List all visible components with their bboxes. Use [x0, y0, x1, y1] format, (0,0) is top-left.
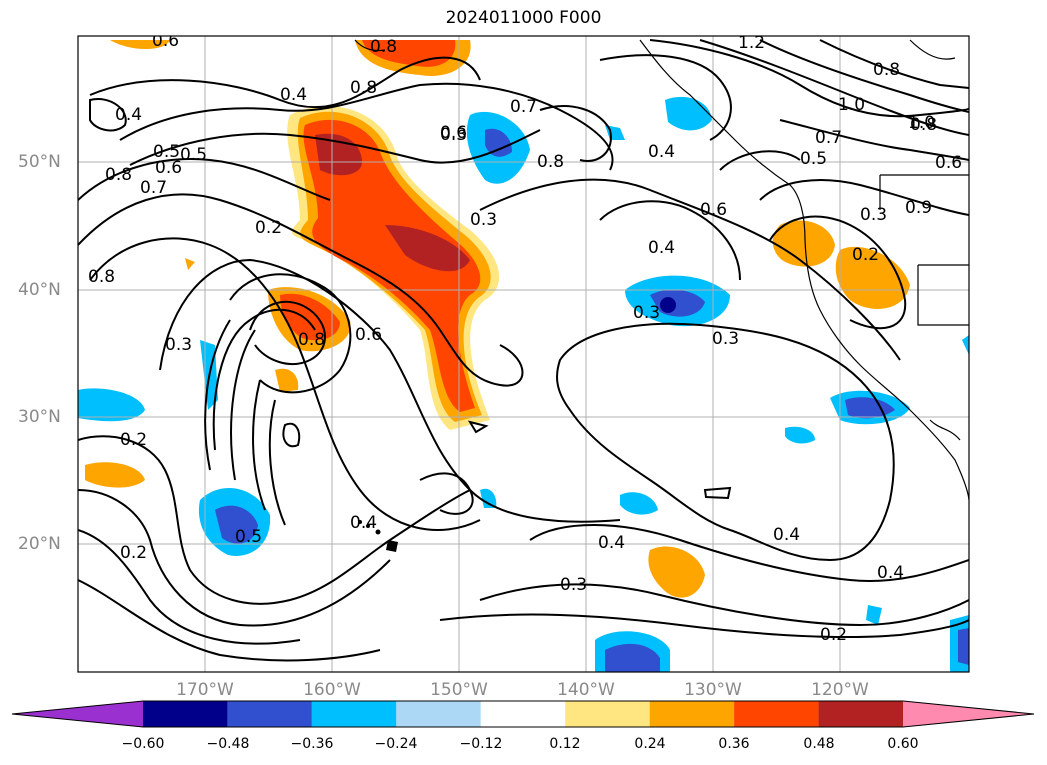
contour-label: 0.4: [350, 513, 377, 533]
contour-label: 0.3: [470, 210, 497, 230]
colorbar-tick-label: 0.24: [634, 736, 666, 752]
contour-label: 0.4: [877, 563, 904, 583]
colorbar: [11, 700, 1035, 728]
colorbar-swatch: [565, 701, 650, 727]
colorbar-swatch: [396, 701, 481, 727]
contour-label: 0.3: [165, 335, 192, 355]
coastline: [354, 39, 969, 501]
lon-label: 140°W: [557, 680, 615, 700]
contour-label: 0.8: [537, 152, 564, 172]
contour-label: 0.6: [700, 200, 727, 220]
contour-label: 0.4: [115, 105, 142, 125]
map-title: 2024011000 F000: [445, 8, 602, 28]
contour-label: 0.5: [180, 145, 207, 165]
lon-label: 150°W: [430, 680, 488, 700]
colorbar-swatch: [227, 701, 312, 727]
contour-label: 0.3: [633, 303, 660, 323]
colorbar-tick-label: −0.24: [374, 736, 418, 752]
contour-labels: 0.6 0.4 0.5 0.5 0.8 0.6 0.7 0.8 0.4 0.2 …: [88, 31, 962, 645]
contour-label: 0.2: [120, 430, 147, 450]
contour-label: 0.8: [88, 267, 115, 287]
contour-label: 0.3: [560, 575, 587, 595]
contour-label: 0.6: [155, 158, 182, 178]
contour-label: 0.8: [350, 78, 377, 98]
colorbar-tick-label: 0.60: [887, 736, 919, 752]
lon-label: 170°W: [176, 680, 234, 700]
colorbar-tick-label: 0.12: [549, 736, 581, 752]
lon-label: 120°W: [811, 680, 869, 700]
lat-label: 40°N: [18, 280, 61, 300]
contour-label: 0.4: [648, 142, 675, 162]
colorbar-tick-label: 0.36: [718, 736, 750, 752]
contour-label: 0.2: [820, 625, 847, 645]
contour-label: 0.5: [800, 149, 827, 169]
contour-label: 0.6: [152, 31, 179, 51]
map-panel: 0.6 0.4 0.5 0.5 0.8 0.6 0.7 0.8 0.4 0.2 …: [77, 31, 970, 673]
contour-label: 0.7: [140, 178, 167, 198]
contour-label: 1.0: [838, 95, 865, 115]
colorbar-swatch: [734, 701, 819, 727]
contour-label: 0.4: [280, 85, 307, 105]
hawaii-islands: [358, 520, 398, 552]
colorbar-swatch: [12, 701, 143, 727]
colorbar-tick-label: −0.48: [206, 736, 250, 752]
lon-label: 130°W: [684, 680, 742, 700]
colorbar-swatch: [311, 701, 397, 727]
colorbar-tick-label: −0.60: [121, 736, 165, 752]
contour-label: 0.4: [598, 533, 625, 553]
map-frame: [77, 35, 970, 673]
contour-label: 0.4: [773, 525, 800, 545]
contour-label: 0.7: [815, 128, 842, 148]
lat-label: 20°N: [18, 534, 61, 554]
lat-label: 30°N: [18, 407, 61, 427]
contour-label: 0.8: [298, 330, 325, 350]
colorbar-swatch: [818, 701, 903, 727]
contour-label: 0.9: [905, 198, 932, 218]
contour-label: 1.2: [738, 33, 765, 53]
contour-label: 0.8: [873, 60, 900, 80]
contour-label: 0.5: [153, 142, 180, 162]
colorbar-tick-label: 0.48: [803, 736, 835, 752]
lon-label: 160°W: [303, 680, 361, 700]
contour-label: 0.8: [370, 37, 397, 57]
colorbar-outline: [11, 700, 1035, 728]
shaded-field: [78, 40, 969, 672]
contour-label: 0.7: [510, 97, 537, 117]
contour-label: 0.3: [860, 205, 887, 225]
contour-label: 0.2: [120, 543, 147, 563]
graticule: [78, 36, 969, 672]
colorbar-swatch: [903, 701, 1034, 727]
contour-label: 0.3: [712, 329, 739, 349]
colorbar-swatch: [649, 701, 735, 727]
contour-lines: [78, 39, 969, 662]
contour-label: 0.4: [648, 238, 675, 258]
colorbar-swatch: [480, 701, 566, 727]
lat-label: 50°N: [18, 152, 61, 172]
contour-label: 0.3: [440, 125, 467, 145]
contour-label: 0.8: [910, 115, 937, 135]
contour-label: 0.8: [105, 165, 132, 185]
contour-label: 0.6: [935, 153, 962, 173]
colorbar-tick-label: −0.12: [459, 736, 503, 752]
colorbar-swatch: [143, 701, 228, 727]
contour-label: 1.0: [908, 113, 935, 133]
colorbar-tick-label: −0.36: [290, 736, 334, 752]
contour-label: 0.2: [255, 218, 282, 238]
contour-label: 0.5: [235, 527, 262, 547]
contour-label: 0.6: [355, 325, 382, 345]
contour-label: 0.6: [440, 123, 467, 143]
contour-label: 0.2: [852, 245, 879, 265]
